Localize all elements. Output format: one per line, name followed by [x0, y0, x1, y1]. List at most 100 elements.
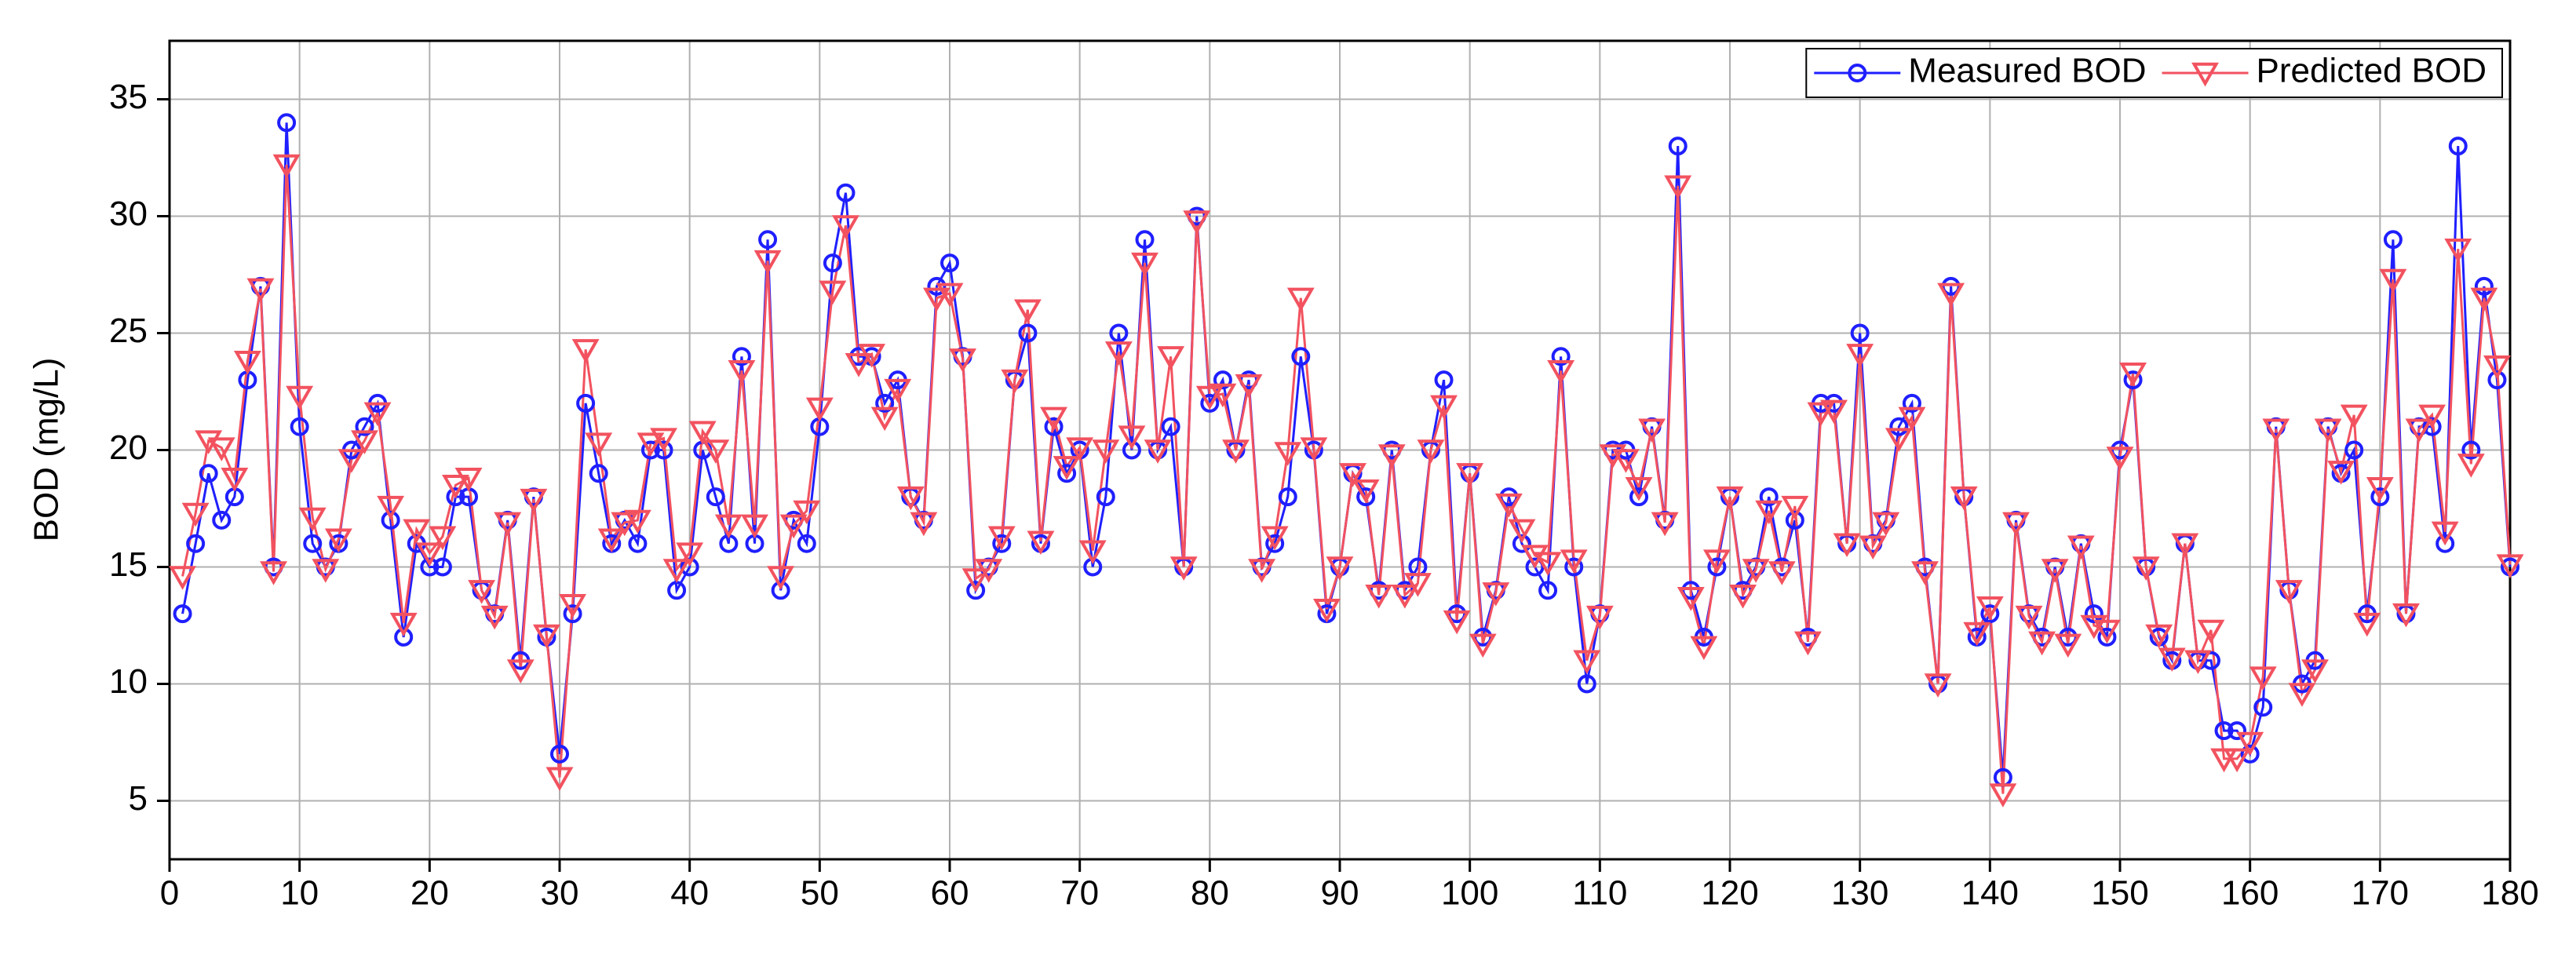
x-tick-label: 90	[1321, 874, 1359, 913]
x-tick-label: 180	[2481, 874, 2538, 913]
marker	[389, 612, 418, 637]
marker	[2340, 404, 2368, 429]
marker	[1391, 585, 1419, 609]
marker	[520, 488, 548, 513]
marker	[1521, 545, 1549, 569]
marker	[1144, 439, 1172, 464]
marker	[2275, 580, 2303, 604]
marker	[2171, 533, 2199, 558]
marker	[2123, 370, 2143, 390]
marker	[181, 502, 210, 527]
marker	[922, 287, 950, 312]
marker	[714, 514, 743, 539]
marker	[446, 487, 465, 507]
marker	[1534, 552, 1562, 576]
marker	[2197, 619, 2225, 644]
marker	[1300, 437, 1328, 461]
marker	[1443, 610, 1471, 635]
marker	[381, 510, 400, 530]
marker	[2418, 404, 2446, 429]
marker	[480, 605, 509, 630]
marker	[1702, 549, 1731, 574]
marker	[2470, 287, 2498, 312]
marker	[442, 475, 469, 499]
marker	[1131, 252, 1158, 277]
marker	[1248, 559, 1276, 583]
marker	[987, 526, 1016, 551]
marker	[1434, 370, 1454, 390]
marker	[2392, 603, 2420, 628]
marker	[303, 534, 323, 553]
marker	[1195, 385, 1224, 410]
marker	[2314, 418, 2342, 443]
marker	[420, 557, 440, 577]
marker	[1278, 487, 1297, 507]
marker	[1759, 487, 1779, 507]
marker	[741, 514, 768, 539]
marker	[732, 347, 751, 366]
marker	[1512, 534, 1531, 553]
x-tick-label: 100	[1441, 874, 1498, 913]
marker	[1286, 287, 1315, 312]
marker	[1066, 437, 1094, 461]
marker	[961, 568, 990, 592]
y-axis-label: BOD (mg/L)	[27, 358, 66, 542]
marker	[550, 744, 569, 764]
marker	[2002, 512, 2030, 537]
marker	[2353, 612, 2381, 637]
marker	[832, 215, 859, 239]
marker	[1027, 530, 1055, 556]
marker	[1018, 323, 1038, 343]
marker	[207, 437, 235, 461]
marker	[758, 230, 778, 250]
marker	[2214, 721, 2234, 741]
marker	[2262, 418, 2290, 443]
marker	[1629, 487, 1649, 507]
y-tick-label: 25	[109, 312, 148, 350]
marker	[1577, 674, 1596, 694]
marker	[286, 385, 314, 410]
marker	[1356, 487, 1376, 507]
marker	[1820, 399, 1848, 425]
marker	[545, 767, 574, 792]
marker	[277, 113, 297, 133]
marker	[662, 559, 691, 583]
x-tick-label: 30	[541, 874, 579, 913]
marker	[2301, 659, 2329, 683]
marker	[355, 417, 374, 436]
marker	[845, 353, 873, 377]
marker	[1885, 428, 1913, 452]
marker	[1768, 561, 1796, 585]
marker	[2054, 633, 2082, 658]
marker	[1902, 393, 1921, 413]
marker	[819, 280, 847, 305]
marker	[1456, 463, 1484, 487]
marker	[2111, 440, 2129, 460]
x-tick-label: 110	[1572, 874, 1627, 913]
marker	[1937, 283, 1965, 308]
marker	[1499, 487, 1519, 507]
marker	[611, 512, 639, 537]
marker	[1585, 605, 1614, 630]
marker	[2448, 137, 2468, 156]
marker	[2240, 744, 2260, 764]
marker	[1980, 604, 2000, 624]
marker	[429, 526, 457, 551]
marker	[2288, 683, 2316, 707]
marker	[1118, 425, 1146, 450]
marker	[936, 283, 964, 308]
x-tick-label: 60	[931, 874, 969, 913]
marker	[1525, 557, 1545, 577]
marker	[1291, 347, 1311, 366]
marker	[654, 440, 673, 460]
legend: Measured BOD Predicted BOD	[1805, 48, 2503, 98]
marker	[195, 430, 223, 454]
marker	[1109, 323, 1129, 343]
legend-label: Measured BOD	[1908, 52, 2146, 90]
marker	[1963, 622, 1991, 647]
marker	[2383, 230, 2403, 250]
marker	[1078, 540, 1107, 564]
marker	[1707, 557, 1727, 577]
marker	[2097, 627, 2117, 647]
marker	[2093, 619, 2121, 644]
